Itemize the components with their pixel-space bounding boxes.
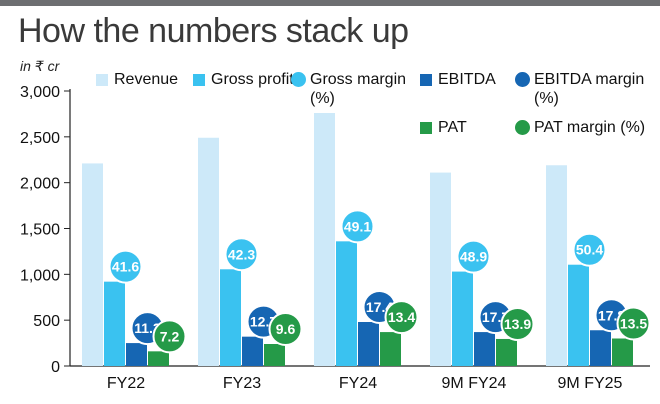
ebitda-bar — [126, 343, 147, 366]
legend-square-swatch — [96, 74, 108, 86]
gross-margin-bubble — [224, 237, 259, 272]
y-tick-label: 500 — [33, 313, 60, 330]
legend-circle-swatch — [515, 72, 530, 87]
margin-value-label: 13.4 — [388, 309, 415, 325]
y-tick-label: 3,000 — [20, 84, 60, 101]
gross-profit-bar — [220, 269, 241, 366]
legend-circle-swatch — [291, 72, 306, 87]
x-category-label: 9M FY24 — [442, 375, 507, 392]
revenue-bar — [546, 165, 567, 366]
legend-label: EBITDA margin (%) — [534, 71, 645, 107]
legend-square-swatch — [193, 74, 205, 86]
margin-value-label: 41.6 — [112, 259, 139, 275]
legend-label: PAT margin (%) — [534, 119, 646, 136]
x-category-label: FY23 — [223, 375, 261, 392]
margin-value-label: 13.5 — [620, 316, 647, 332]
x-category-label: FY22 — [107, 375, 145, 392]
pat-bar — [264, 344, 285, 366]
legend-label: Gross margin (%) — [310, 71, 407, 107]
pat-margin-bubble — [152, 319, 187, 354]
revenue-bar — [198, 137, 219, 366]
gross-profit-bar — [336, 241, 357, 366]
margin-value-label: 50.4 — [576, 242, 603, 258]
pat-bar — [148, 351, 169, 366]
y-tick-label: 2,000 — [20, 176, 60, 193]
legend-label: EBITDA — [438, 71, 496, 88]
x-category-label: FY24 — [339, 375, 377, 392]
margin-value-label: 48.9 — [460, 249, 487, 265]
pat-margin-bubble — [500, 306, 535, 341]
gross-profit-bar — [452, 271, 473, 366]
x-category-label: 9M FY25 — [558, 375, 623, 392]
top-rule — [0, 0, 660, 6]
revenue-bar — [314, 113, 335, 366]
legend-circle-swatch — [515, 120, 530, 135]
gross-margin-bubble — [456, 239, 491, 274]
legend-square-swatch — [420, 122, 432, 134]
y-tick-label: 1,000 — [20, 267, 60, 284]
legend-label: PAT — [438, 119, 467, 136]
margin-value-label: 7.2 — [160, 328, 180, 344]
revenue-bar — [430, 172, 451, 366]
revenue-bar — [82, 163, 103, 366]
pat-margin-bubble — [268, 312, 303, 346]
ebitda-bar — [590, 330, 611, 366]
ebitda-bar — [474, 332, 495, 366]
legend-square-swatch — [420, 74, 432, 86]
y-tick-label: 1,500 — [20, 222, 60, 239]
legend-label: Gross profit — [211, 71, 294, 88]
ebitda-bar — [242, 336, 263, 366]
pat-bar — [380, 332, 401, 366]
pat-bar — [612, 338, 633, 366]
chart-title: How the numbers stack up — [18, 12, 409, 50]
pat-margin-bubble — [616, 306, 651, 341]
margin-value-label: 13.9 — [504, 316, 531, 332]
ebitda-bar — [358, 322, 379, 366]
margin-value-label: 49.1 — [344, 218, 371, 234]
pat-bar — [496, 338, 517, 366]
gross-profit-bar — [104, 281, 125, 366]
y-tick-label: 0 — [51, 359, 60, 376]
gross-profit-bar — [568, 264, 589, 366]
y-tick-label: 2,500 — [20, 130, 60, 147]
gross-margin-bubble — [572, 232, 607, 267]
gross-margin-bubble — [340, 209, 375, 244]
margin-value-label: 42.3 — [228, 246, 255, 262]
pat-margin-bubble — [384, 300, 419, 335]
gross-margin-bubble — [108, 249, 143, 284]
legend-label: Revenue — [114, 71, 179, 88]
margin-value-label: 9.6 — [276, 321, 296, 337]
unit-label: in ₹ cr — [20, 58, 60, 74]
